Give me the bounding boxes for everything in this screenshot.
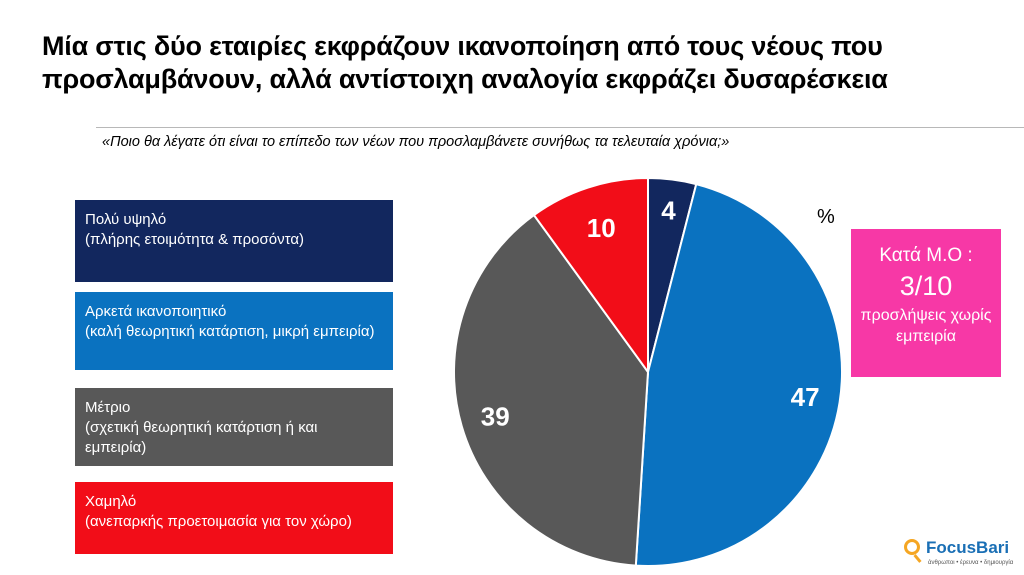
legend-detail: (ανεπαρκής προετοιμασία για τον χώρο) [85,513,352,530]
chart-title: Μία στις δύο εταιρίες εκφράζουν ικανοποί… [42,31,888,94]
legend-label: Πολύ υψηλό [85,211,167,228]
logo-name: FocusBari [926,538,1010,557]
legend-item-average: Μέτριο (σχετική θεωρητική κατάρτιση ή κα… [75,388,393,466]
legend-detail: (καλή θεωρητική κατάρτιση, μικρή εμπειρί… [85,323,375,340]
legend-label: Χαμηλό [85,493,137,510]
legend-item-low: Χαμηλό (ανεπαρκής προετοιμασία για τον χ… [75,482,393,554]
slice-average [453,213,650,567]
callout-line-3: προσλήψεις χωρίς εμπειρία [860,307,992,345]
data-label-low: 10 [587,213,616,243]
logo-tagline: άνθρωποι • έρευνα • δημιουργία [928,560,1014,566]
legend-item-very-high: Πολύ υψηλό (πλήρης ετοιμότητα & προσόντα… [75,200,393,282]
legend-label: Αρκετά ικανοποιητικό [85,303,227,320]
legend-detail: (πλήρης ετοιμότητα & προσόντα) [85,231,305,248]
survey-question: «Ποιο θα λέγατε ότι είναι το επίπεδο των… [102,134,730,150]
legend-label: Μέτριο [85,399,131,416]
divider [96,127,1024,128]
data-label-very-high: 4 [661,195,676,225]
average-callout: Κατά Μ.Ο : 3/10 προσλήψεις χωρίς εμπειρί… [851,229,1001,377]
focusbari-logo: FocusBari άνθρωποι • έρευνα • δημιουργία [904,538,1019,570]
unit-label: % [817,206,835,228]
slice-low [532,176,649,376]
callout-value: 3/10 [899,271,953,301]
magnifier-icon [904,539,920,555]
legend-detail: (σχετική θεωρητική κατάρτιση ή και εμπει… [85,419,318,456]
data-label-average: 39 [481,401,510,431]
legend-item-satisfactory: Αρκετά ικανοποιητικό (καλή θεωρητική κατ… [75,292,393,370]
data-label-satisfactory: 47 [791,382,820,412]
callout-line-1: Κατά Μ.Ο : [879,245,973,266]
slice-satisfactory [634,182,843,567]
